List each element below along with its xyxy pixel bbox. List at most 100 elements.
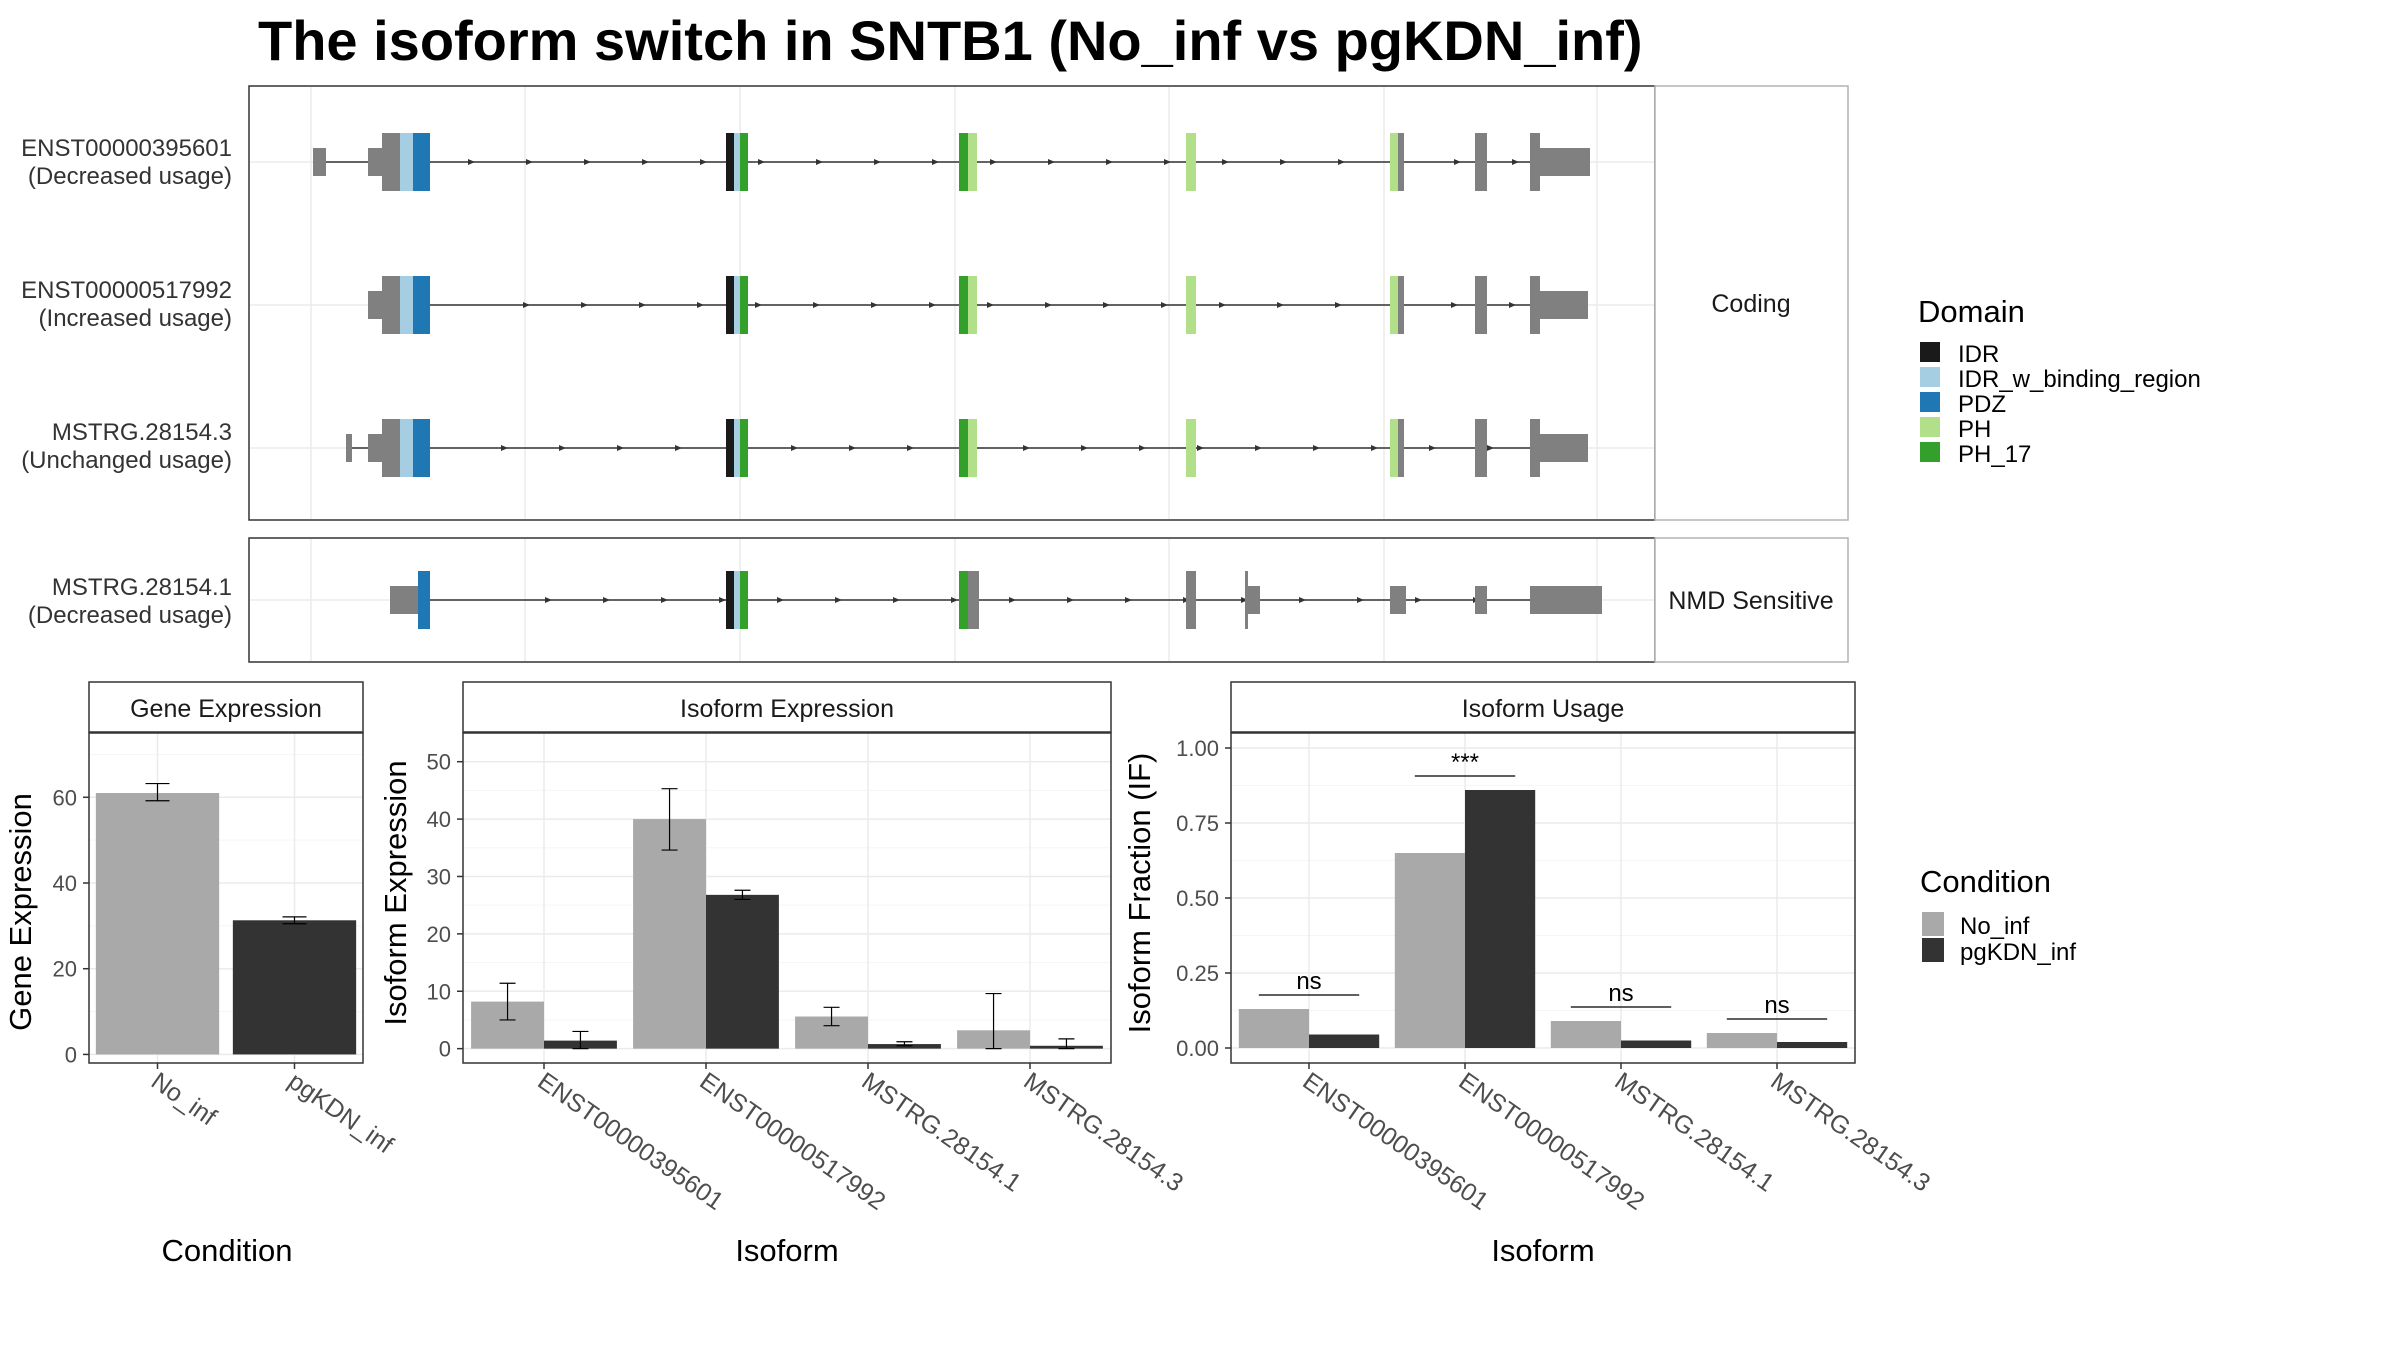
intron-arrow <box>1371 445 1378 451</box>
exon-block <box>1186 571 1196 629</box>
legend-item: PDZ <box>1920 391 2006 418</box>
bars <box>95 782 357 1055</box>
x-tick-label: MSTRG.28154.1 <box>1610 1067 1780 1198</box>
exon-block <box>368 434 382 462</box>
legend-key-ph <box>1920 417 1940 437</box>
x-axis-title: Isoform <box>735 1233 838 1268</box>
intron-arrow <box>1335 302 1342 308</box>
y-axis: 0 20 40 60 <box>53 785 89 1067</box>
coding-panel-strip <box>1654 85 1849 521</box>
legend-key-ph-17 <box>1920 442 1940 462</box>
error-bar <box>282 916 307 925</box>
domain-block <box>418 571 430 629</box>
y-tick-label: 0.50 <box>1176 886 1219 911</box>
legend-key-pdz <box>1920 392 1940 412</box>
intron-arrow <box>581 302 588 308</box>
intron-arrow <box>987 302 994 308</box>
y-tick-label: 0.75 <box>1176 811 1219 836</box>
condition-legend-title: Condition <box>1920 864 2051 899</box>
exon-block <box>390 586 418 614</box>
domain-block <box>1186 419 1196 477</box>
intron-arrow <box>990 159 997 165</box>
strip-label-coding: Coding <box>1711 290 1790 318</box>
chart-strip <box>1230 681 1856 733</box>
y-tick-label: 0 <box>65 1042 77 1067</box>
x-axis: No_inf pgKDN_inf <box>146 1063 398 1159</box>
domain-block <box>959 276 968 334</box>
bar <box>95 793 220 1055</box>
domain-block <box>400 419 413 477</box>
legend-item: pgKDN_inf <box>1922 938 2076 966</box>
intron-arrow <box>932 159 939 165</box>
legend-key-idr-w-binding-region <box>1920 367 1940 387</box>
intron-arrow <box>849 445 856 451</box>
intron-arrow <box>584 159 591 165</box>
intron-arrow <box>1509 302 1516 308</box>
y-tick-label: 60 <box>53 785 77 810</box>
intron-arrow <box>1313 445 1320 451</box>
domain-block <box>726 419 734 477</box>
chart-plot-area: ns *** ns ns 0.00 0.25 0.50 0.75 1.00 ENST0000039… <box>1176 732 1936 1216</box>
intron-arrow <box>1161 302 1168 308</box>
exon-block <box>1540 291 1588 319</box>
bar <box>1621 1040 1692 1048</box>
domain-block <box>740 276 748 334</box>
intron-arrow <box>639 302 646 308</box>
bars: ns *** ns ns <box>1238 749 1848 1048</box>
domain-block <box>400 276 413 334</box>
y-tick-label: 20 <box>427 922 451 947</box>
exon-block <box>1248 586 1260 614</box>
intron-arrow <box>1081 445 1088 451</box>
significance-label: ns <box>1296 968 1321 995</box>
intron-arrow <box>951 597 958 603</box>
domain-legend-title: Domain <box>1918 294 2025 329</box>
error-bar <box>1058 1038 1075 1050</box>
coding-panel-frame <box>248 85 1656 521</box>
error-bar <box>823 1006 840 1027</box>
domain-block <box>740 571 748 629</box>
intron-arrow <box>791 445 798 451</box>
transcript-row <box>313 133 1590 191</box>
exon-block <box>1530 133 1540 191</box>
domain-block <box>1390 133 1398 191</box>
bars <box>471 788 1103 1050</box>
intron-arrow <box>835 597 842 603</box>
legend-label-idr-w-binding-region: IDR_w_binding_region <box>1958 366 2201 393</box>
exon-block <box>313 148 326 176</box>
exon-block <box>1530 276 1540 334</box>
exon-block <box>368 148 382 176</box>
y-tick-label: 40 <box>427 807 451 832</box>
strip-label-nmd-sensitive: NMD Sensitive <box>1668 587 1833 615</box>
x-axis: ENST00000395601ENST00000517992MSTRG.2815… <box>533 1063 1188 1216</box>
y-tick-label: 0 <box>439 1037 451 1062</box>
x-tick-label: MSTRG.28154.3 <box>1766 1067 1936 1198</box>
transcript-labels: ENST00000395601 (Decreased usage) ENST00… <box>21 135 232 629</box>
error-bar <box>985 992 1002 1050</box>
intron-arrow <box>1415 597 1422 603</box>
bar <box>633 819 706 1049</box>
domain-block <box>726 276 734 334</box>
domain-block <box>1186 276 1196 334</box>
x-tick-label: No_inf <box>146 1067 221 1131</box>
legend-item: IDR_w_binding_region <box>1920 366 2201 393</box>
domain-block <box>968 133 977 191</box>
domain-block <box>734 133 740 191</box>
intron-arrow <box>468 159 475 165</box>
intron-arrow <box>1277 302 1284 308</box>
exon-block <box>1475 586 1487 614</box>
transcript-usage-label: (Increased usage) <box>39 305 232 332</box>
transcript-row <box>368 276 1588 334</box>
exon-block <box>1245 571 1248 629</box>
y-axis-title: Gene Expression <box>3 793 38 1031</box>
chart-gridlines <box>463 733 1111 1063</box>
domain-block <box>968 419 977 477</box>
intron-arrow <box>1023 445 1030 451</box>
bar <box>1238 1009 1309 1048</box>
intron-arrow <box>617 445 624 451</box>
transcript-id-label: ENST00000395601 <box>21 135 232 162</box>
y-axis: 0.00 0.25 0.50 0.75 1.00 <box>1176 736 1231 1061</box>
intron-arrow <box>1106 159 1113 165</box>
bar <box>232 920 357 1055</box>
bar <box>706 894 779 1049</box>
